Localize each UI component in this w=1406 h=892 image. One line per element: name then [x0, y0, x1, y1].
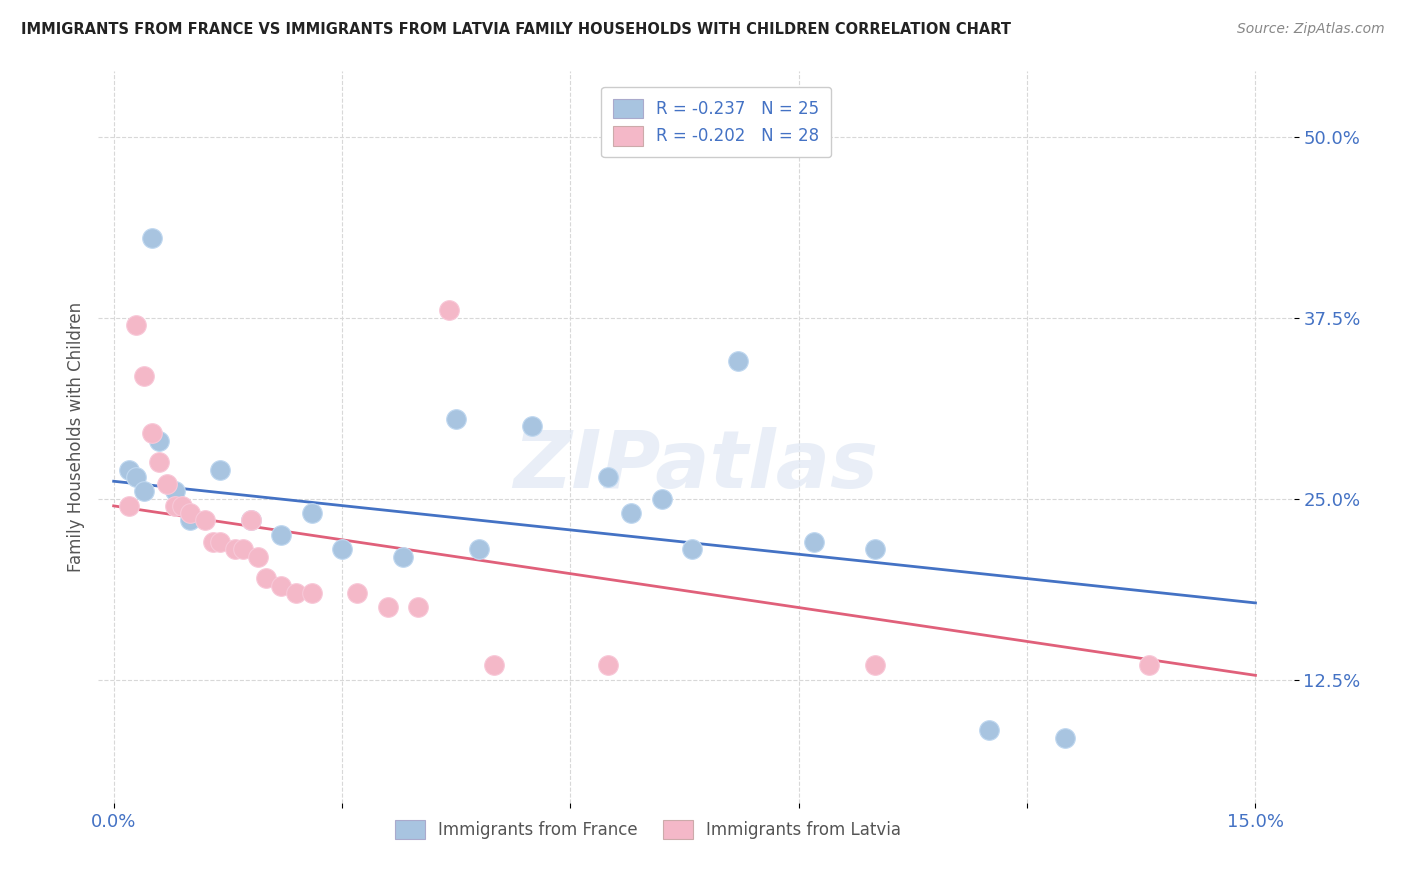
Point	[209, 463, 232, 477]
Point	[377, 600, 399, 615]
Point	[194, 513, 217, 527]
Point	[209, 535, 232, 549]
Point	[156, 477, 179, 491]
Point	[172, 499, 194, 513]
Point	[270, 528, 292, 542]
Point	[148, 455, 170, 469]
Text: Source: ZipAtlas.com: Source: ZipAtlas.com	[1237, 22, 1385, 37]
Point	[863, 542, 886, 557]
Point	[179, 506, 201, 520]
Point	[437, 303, 460, 318]
Legend: Immigrants from France, Immigrants from Latvia: Immigrants from France, Immigrants from …	[388, 814, 908, 846]
Point	[247, 549, 270, 564]
Point	[224, 542, 246, 557]
Point	[444, 412, 467, 426]
Point	[598, 470, 620, 484]
Point	[148, 434, 170, 448]
Point	[727, 354, 749, 368]
Point	[651, 491, 673, 506]
Point	[392, 549, 415, 564]
Point	[598, 658, 620, 673]
Point	[118, 463, 141, 477]
Point	[141, 426, 163, 441]
Point	[620, 506, 643, 520]
Point	[254, 571, 277, 585]
Point	[681, 542, 703, 557]
Point	[468, 542, 491, 557]
Point	[239, 513, 262, 527]
Point	[163, 499, 186, 513]
Point	[179, 513, 201, 527]
Point	[125, 470, 148, 484]
Point	[125, 318, 148, 332]
Point	[285, 586, 308, 600]
Point	[522, 419, 544, 434]
Text: IMMIGRANTS FROM FRANCE VS IMMIGRANTS FROM LATVIA FAMILY HOUSEHOLDS WITH CHILDREN: IMMIGRANTS FROM FRANCE VS IMMIGRANTS FRO…	[21, 22, 1011, 37]
Point	[1137, 658, 1160, 673]
Point	[1054, 731, 1077, 745]
Point	[330, 542, 353, 557]
Point	[132, 484, 155, 499]
Point	[163, 484, 186, 499]
Text: ZIPatlas: ZIPatlas	[513, 427, 879, 506]
Point	[977, 723, 1000, 738]
Y-axis label: Family Households with Children: Family Households with Children	[66, 302, 84, 572]
Point	[141, 231, 163, 245]
Point	[118, 499, 141, 513]
Point	[270, 578, 292, 592]
Point	[232, 542, 254, 557]
Point	[201, 535, 224, 549]
Point	[132, 368, 155, 383]
Point	[803, 535, 825, 549]
Point	[301, 506, 323, 520]
Point	[346, 586, 368, 600]
Point	[863, 658, 886, 673]
Point	[406, 600, 429, 615]
Point	[239, 513, 262, 527]
Point	[484, 658, 506, 673]
Point	[301, 586, 323, 600]
